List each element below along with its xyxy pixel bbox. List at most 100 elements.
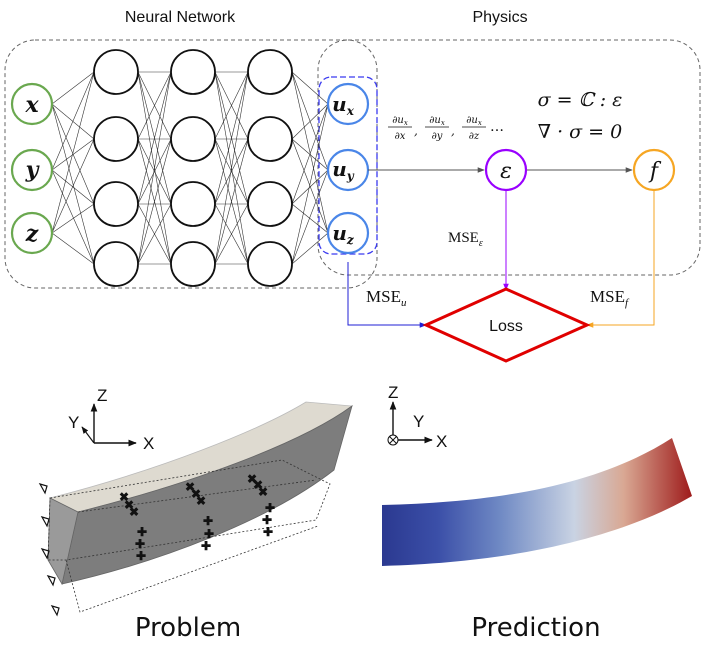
problem-beam: ✖✖✖ ✖✖✖ ✖✖✖ ✚✚✚ ✚✚✚ ✚✚✚ — [38, 401, 354, 617]
output-label-ux: ux — [332, 92, 355, 118]
input-node-y — [10, 148, 54, 192]
prediction-beam — [382, 438, 692, 566]
svg-text:∂ux: ∂ux — [392, 115, 408, 127]
network-edge — [137, 71, 172, 265]
network-edge — [51, 138, 95, 234]
output-node-uz — [326, 211, 370, 255]
svg-text:✚: ✚ — [201, 539, 211, 553]
svg-text:✚: ✚ — [262, 513, 272, 527]
problem-y-axis — [81, 426, 95, 444]
input-label-y: y — [25, 157, 41, 183]
network-edge — [291, 103, 329, 140]
problem-axes: Z Y X — [68, 386, 154, 453]
derivative-terms: ∂ux ∂x , ∂ux ∂y , ∂ux ∂z … — [388, 115, 504, 142]
caption-problem: Problem — [135, 613, 241, 643]
svg-text:…: … — [490, 119, 504, 135]
output-dashed-box — [318, 76, 378, 255]
derivative-dx: ∂ux ∂x , — [388, 115, 418, 142]
hidden-node-l1-n3 — [93, 181, 139, 227]
svg-text:✖: ✖ — [247, 472, 257, 486]
network-edge — [51, 169, 95, 265]
network-edge — [51, 169, 95, 205]
mse-f-line — [586, 190, 655, 328]
network-edge — [214, 71, 249, 205]
svg-text:✖: ✖ — [253, 478, 263, 492]
mse-eps-label: MSEε — [448, 230, 483, 249]
network-dashed-region — [4, 39, 378, 289]
hidden-node-l2-n3 — [170, 181, 216, 227]
sensor-markers: ✖✖✖ ✖✖✖ ✖✖✖ ✚✚✚ ✚✚✚ ✚✚✚ — [119, 472, 275, 563]
problem-y-label: Y — [68, 413, 79, 432]
network-edge — [291, 203, 329, 234]
svg-text:✚: ✚ — [135, 537, 145, 551]
output-nodes: ux uy uz — [326, 82, 370, 255]
output-label-uz: uz — [332, 221, 355, 247]
svg-text:∂ux: ∂ux — [466, 115, 482, 127]
network-edge — [137, 138, 172, 265]
svg-text:✚: ✚ — [204, 527, 214, 541]
derivative-dz: ∂ux ∂z … — [462, 115, 504, 142]
caption-prediction: Prediction — [471, 613, 600, 643]
network-edge — [291, 103, 329, 205]
svg-text:✚: ✚ — [137, 525, 147, 539]
mse-f-label: MSEf — [590, 287, 630, 309]
network-edge — [51, 203, 95, 234]
output-node-ux — [326, 82, 370, 126]
svg-text:,: , — [414, 124, 418, 138]
prediction-axes: Z Y X — [387, 383, 447, 451]
network-edge — [291, 71, 329, 234]
network-edge — [214, 138, 249, 205]
svg-text:✖: ✖ — [196, 494, 206, 508]
svg-text:✚: ✚ — [203, 514, 213, 528]
network-edge — [51, 232, 95, 265]
svg-text:,: , — [451, 124, 455, 138]
input-label-x: x — [24, 92, 39, 118]
svg-text:✖: ✖ — [191, 487, 201, 501]
svg-text:∂ux: ∂ux — [429, 115, 445, 127]
network-edge — [51, 138, 95, 171]
network-edge — [137, 71, 172, 205]
hidden-node-l2-n4 — [170, 241, 216, 287]
hidden-node-l2-n2 — [170, 116, 216, 162]
svg-text:✖: ✖ — [119, 490, 129, 504]
network-edge — [51, 103, 95, 205]
loss-label: Loss — [489, 318, 523, 335]
prediction-y-label: Y — [413, 412, 424, 431]
input-node-z — [10, 211, 54, 255]
network-edge — [137, 138, 172, 205]
network-edge — [51, 103, 95, 265]
svg-text:✖: ✖ — [185, 480, 195, 494]
hidden-node-l1-n1 — [93, 49, 139, 95]
derivative-dy: ∂ux ∂y , — [425, 115, 455, 142]
network-edge — [51, 71, 95, 234]
output-label-uy: uy — [332, 157, 355, 183]
network-edge — [137, 203, 172, 265]
network-edge — [51, 71, 95, 171]
hidden-node-l3-n1 — [247, 49, 293, 95]
network-edge — [291, 71, 329, 171]
network-edge — [291, 138, 329, 234]
svg-text:✚: ✚ — [265, 501, 275, 515]
network-edge — [214, 71, 249, 265]
constitutive-equation: σ = ℂ : ε — [538, 89, 623, 111]
mse-u-line — [347, 262, 427, 328]
hidden-layers — [93, 49, 293, 287]
svg-text:✖: ✖ — [124, 498, 134, 512]
undeformed-wireframe — [47, 459, 331, 613]
beam-front-face — [61, 404, 353, 585]
physics-title: Physics — [472, 9, 527, 26]
svg-text:✖: ✖ — [258, 485, 268, 499]
neural-network-title: Neural Network — [125, 9, 236, 26]
svg-text:✚: ✚ — [263, 525, 273, 539]
problem-x-label: X — [143, 434, 154, 453]
svg-text:∂z: ∂z — [469, 131, 480, 142]
network-edge — [291, 232, 329, 265]
mse-u-label: MSEu — [366, 287, 407, 309]
prediction-x-label: X — [436, 432, 447, 451]
support-markers — [38, 483, 60, 617]
beam-end-face — [47, 497, 79, 586]
loss-diamond — [422, 287, 591, 363]
strain-node-label: ε — [500, 159, 512, 184]
network-edge — [51, 71, 95, 105]
